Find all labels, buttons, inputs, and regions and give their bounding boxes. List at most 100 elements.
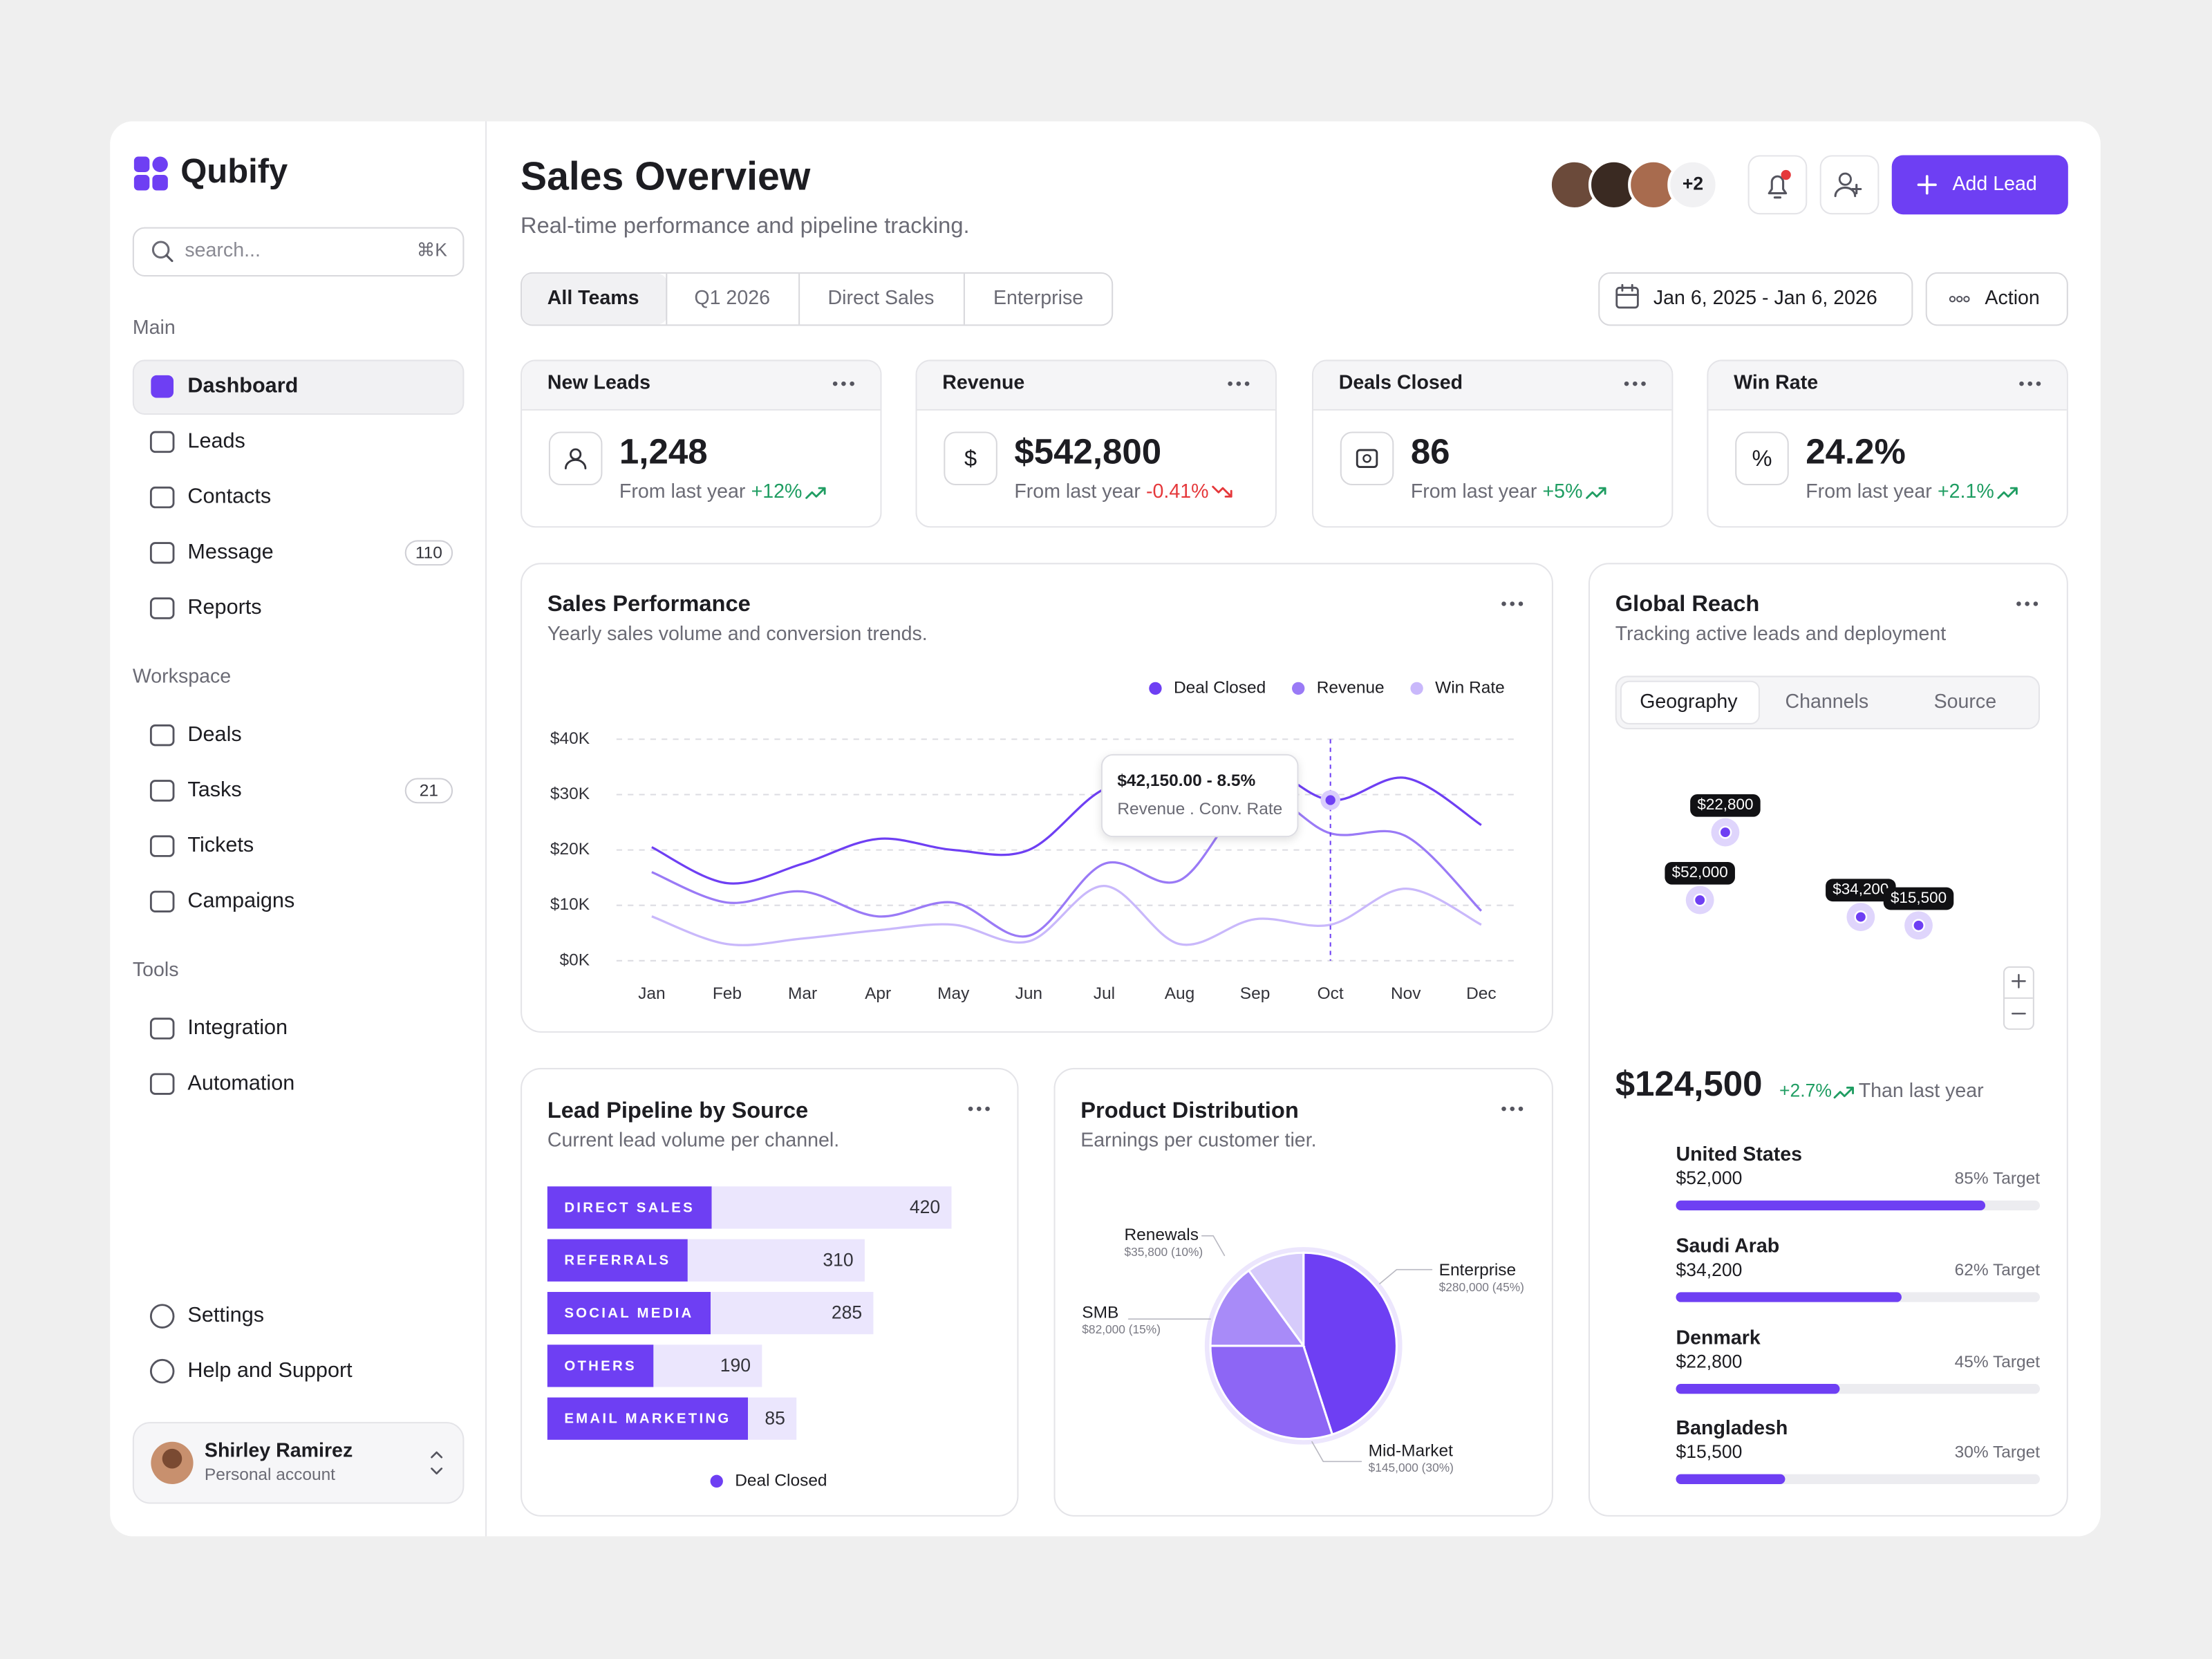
trend-arrow bbox=[1586, 487, 1606, 499]
brand: Qubify bbox=[180, 153, 288, 190]
pie-value-label: $35,800 (10%) bbox=[1125, 1245, 1203, 1259]
nav-item[interactable]: Help and Support bbox=[187, 1358, 353, 1382]
bar-category-label: SOCIAL MEDIA bbox=[564, 1306, 693, 1321]
nav-item[interactable]: Automation bbox=[187, 1071, 294, 1094]
pie-slice bbox=[1209, 1268, 1306, 1347]
kpi-value: 86 bbox=[1411, 432, 1450, 471]
reach-tab-label[interactable]: Source bbox=[1934, 691, 1997, 713]
nav-section-title: Tools bbox=[133, 959, 179, 981]
y-tick-label: $40K bbox=[550, 729, 590, 748]
x-tick-label: Dec bbox=[1466, 984, 1497, 1003]
nav-item[interactable]: Tasks bbox=[187, 778, 241, 801]
tooltip-value: $42,150.00 - 8.5% bbox=[1117, 771, 1255, 790]
search-box[interactable] bbox=[132, 227, 465, 276]
legend-label: Deal Closed bbox=[735, 1471, 827, 1490]
kpi-title: Revenue bbox=[942, 372, 1024, 394]
card-title: Sales Performance bbox=[547, 590, 751, 616]
menu-dot bbox=[2016, 601, 2021, 606]
bar bbox=[711, 1291, 874, 1335]
country-target: 85% Target bbox=[1955, 1170, 2041, 1188]
y-tick-label: $0K bbox=[560, 950, 590, 969]
reach-change: +2.7% bbox=[1779, 1080, 1832, 1101]
nav-active-bg[interactable] bbox=[132, 359, 465, 415]
nav-item[interactable]: Deals bbox=[187, 722, 241, 746]
nav-item[interactable]: Dashboard bbox=[187, 373, 298, 397]
team-icon bbox=[1838, 172, 1852, 186]
card-title: Product Distribution bbox=[1080, 1097, 1299, 1123]
nav-item[interactable]: Settings bbox=[187, 1303, 264, 1327]
nav-item[interactable]: Tickets bbox=[187, 833, 254, 856]
action-dot bbox=[1963, 295, 1970, 303]
country-amount: $34,200 bbox=[1676, 1259, 1742, 1280]
menu-dot bbox=[1236, 381, 1241, 386]
action-button[interactable] bbox=[1925, 272, 2068, 326]
team-button[interactable] bbox=[1819, 155, 1880, 215]
map-pin bbox=[1693, 893, 1707, 907]
nav-icon bbox=[149, 1358, 175, 1384]
team-tab-label: Direct Sales bbox=[827, 287, 934, 309]
nav-item[interactable]: Message bbox=[187, 540, 273, 563]
bar-category-label: REFERRALS bbox=[564, 1253, 671, 1268]
notification-dot bbox=[1781, 169, 1791, 180]
x-tick-label: Jun bbox=[1015, 984, 1042, 1003]
nav-section-title: Workspace bbox=[133, 666, 231, 688]
menu-dot bbox=[2025, 601, 2030, 606]
user-card[interactable] bbox=[132, 1422, 465, 1504]
reach-tab-label[interactable]: Geography bbox=[1640, 691, 1738, 713]
kpi-change: +2.1% bbox=[1938, 480, 1994, 503]
notification-button[interactable] bbox=[1747, 155, 1808, 215]
trend-arrow bbox=[805, 487, 826, 499]
reach-tab-active[interactable] bbox=[1620, 680, 1760, 724]
menu-dot bbox=[1244, 381, 1250, 386]
pie-leader bbox=[1201, 1235, 1226, 1257]
map-pin bbox=[1854, 910, 1868, 924]
progress-bar bbox=[1676, 1292, 1902, 1302]
trend-arrow bbox=[1212, 485, 1232, 498]
team-tab-active[interactable] bbox=[522, 273, 668, 325]
page-title: Sales Overview bbox=[521, 154, 811, 198]
calendar-icon bbox=[1615, 283, 1639, 296]
pie-value-label: $280,000 (45%) bbox=[1439, 1280, 1524, 1294]
kpi-value: $542,800 bbox=[1014, 432, 1161, 471]
y-tick-label: $30K bbox=[550, 785, 590, 803]
kpi-value: 24.2% bbox=[1806, 432, 1906, 471]
menu-dot bbox=[841, 381, 846, 386]
map-pin-label-bg bbox=[1826, 879, 1896, 902]
map-pin-label: $34,200 bbox=[1833, 881, 1888, 898]
nav-item[interactable]: Campaigns bbox=[187, 888, 294, 912]
team-icon bbox=[1834, 183, 1862, 198]
kpi-change: +12% bbox=[751, 480, 803, 503]
country-amount: $15,500 bbox=[1676, 1441, 1742, 1462]
nav-item[interactable]: Reports bbox=[187, 595, 261, 619]
nav-item[interactable]: Leads bbox=[187, 429, 245, 452]
x-tick-label: May bbox=[937, 984, 970, 1003]
nav-icon bbox=[149, 1073, 175, 1095]
search-icon bbox=[151, 241, 170, 259]
country-name: United States bbox=[1676, 1143, 1802, 1165]
reach-change-note: Than last year bbox=[1859, 1080, 1984, 1102]
bar-label-box bbox=[547, 1397, 749, 1440]
nav-icon bbox=[149, 835, 175, 857]
menu-dot bbox=[1518, 1106, 1524, 1112]
nav-badge bbox=[404, 778, 453, 804]
bar-value-label: 85 bbox=[765, 1407, 785, 1428]
add-lead-button[interactable] bbox=[1891, 155, 2068, 215]
search-placeholder: search... bbox=[185, 239, 261, 261]
x-tick-label: Aug bbox=[1165, 984, 1195, 1003]
nav-icon bbox=[149, 1304, 175, 1329]
menu-dot bbox=[2019, 381, 2024, 386]
legend-swatch bbox=[1410, 682, 1423, 695]
country-target: 45% Target bbox=[1955, 1353, 2041, 1371]
reach-tab-label[interactable]: Channels bbox=[1785, 691, 1869, 713]
kpi-value: 1,248 bbox=[619, 432, 708, 471]
pie-leader bbox=[1379, 1268, 1433, 1284]
nav-icon bbox=[151, 375, 174, 398]
menu-dot bbox=[1501, 1106, 1506, 1112]
card-title: Global Reach bbox=[1615, 590, 1760, 616]
nav-item[interactable]: Integration bbox=[187, 1015, 288, 1039]
pie-slice bbox=[1302, 1251, 1398, 1436]
date-range-button[interactable] bbox=[1598, 272, 1913, 326]
nav-item[interactable]: Contacts bbox=[187, 485, 271, 508]
logo-block bbox=[152, 175, 168, 191]
